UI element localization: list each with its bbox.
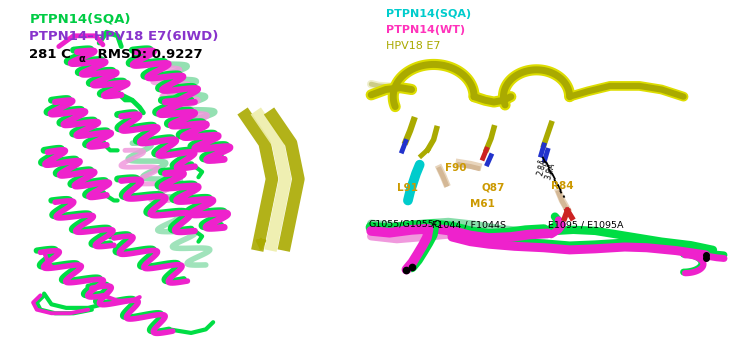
Text: R84: R84 <box>551 181 574 191</box>
Text: 3.8Å: 3.8Å <box>543 162 556 181</box>
Text: M61: M61 <box>470 199 495 209</box>
Text: Q87: Q87 <box>481 183 505 193</box>
Text: E1095 / E1095A: E1095 / E1095A <box>548 220 623 229</box>
Text: PTPN14(SQA): PTPN14(SQA) <box>386 9 471 19</box>
Text: PTPN14–HPV18 E7(6IWD): PTPN14–HPV18 E7(6IWD) <box>29 30 219 43</box>
Text: L91: L91 <box>397 183 418 193</box>
Text: G1055/G1055Q: G1055/G1055Q <box>369 220 442 229</box>
Text: F90: F90 <box>445 163 466 173</box>
Text: PTPN14(SQA): PTPN14(SQA) <box>29 13 131 25</box>
Text: 2.8Å: 2.8Å <box>536 158 549 177</box>
Text: α: α <box>79 54 85 64</box>
Text: RMSD: 0.9227: RMSD: 0.9227 <box>79 48 202 61</box>
Text: PTPN14(WT): PTPN14(WT) <box>386 25 465 35</box>
Text: 281 C: 281 C <box>29 48 71 61</box>
Text: F1044 / F1044S: F1044 / F1044S <box>432 220 506 229</box>
Text: HPV18 E7: HPV18 E7 <box>386 41 440 51</box>
